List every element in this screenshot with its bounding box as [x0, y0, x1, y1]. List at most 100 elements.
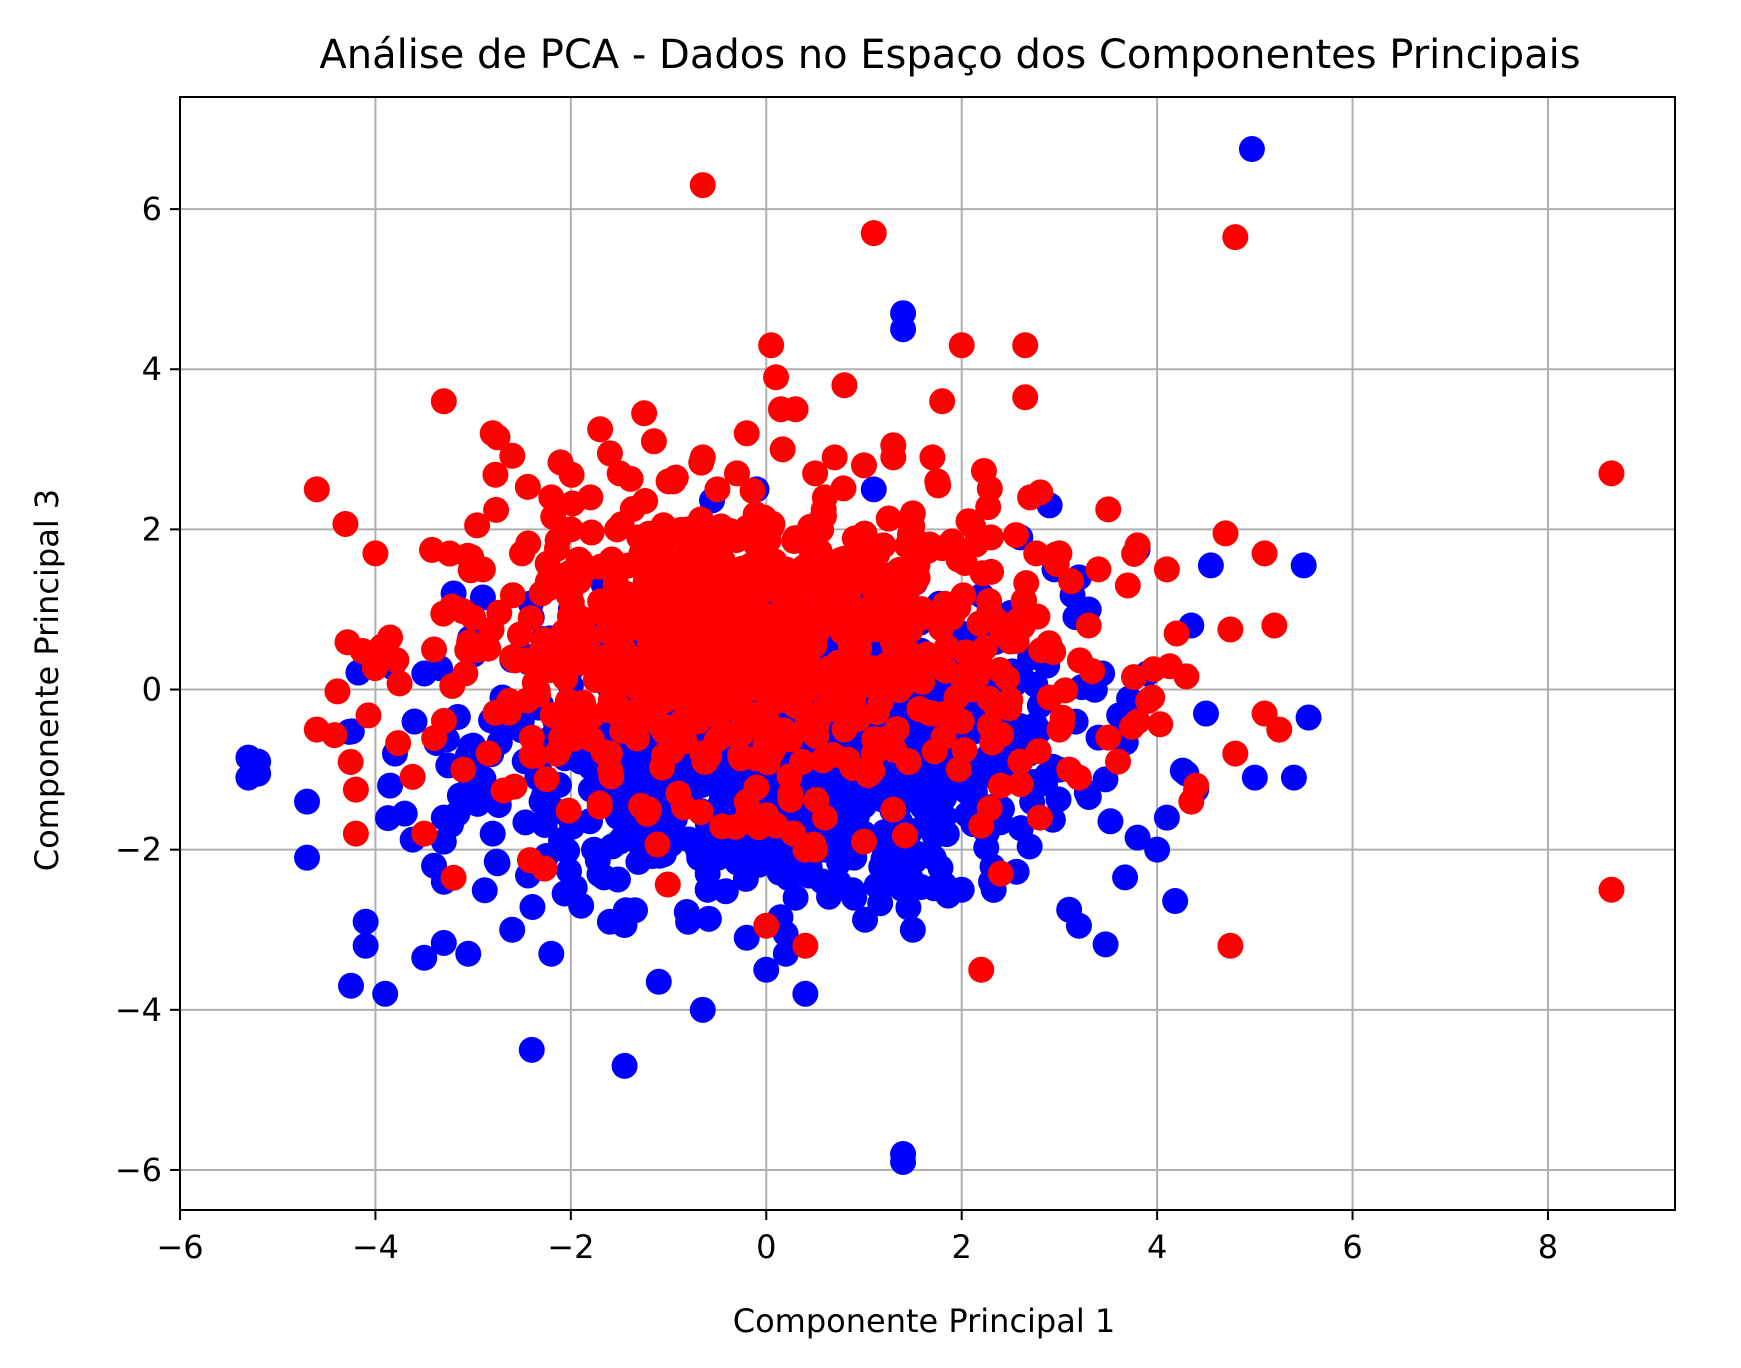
scatter-point [528, 580, 555, 607]
scatter-point [802, 460, 829, 487]
scatter-point [386, 670, 413, 697]
scatter-point [875, 505, 902, 532]
scatter-point [837, 630, 864, 657]
scatter-point [656, 573, 683, 600]
plot-frame [179, 96, 1676, 1211]
scatter-point [596, 440, 623, 467]
x-tick-label: −2 [547, 1228, 594, 1266]
scatter-point [772, 556, 799, 583]
scatter-point [932, 657, 959, 684]
scatter-point [464, 512, 491, 539]
scatter-point [352, 908, 379, 935]
scatter-point [689, 552, 716, 579]
y-axis-label: Componente Principal 3 [28, 489, 66, 872]
scatter-point [465, 780, 492, 807]
scatter-point [792, 932, 819, 959]
scatter-point [987, 772, 1014, 799]
scatter-point [421, 636, 448, 663]
scatter-point [661, 549, 688, 576]
scatter-point [577, 484, 604, 511]
scatter-point [1085, 556, 1112, 583]
chart-title: Análise de PCA - Dados no Espaço dos Com… [319, 32, 1580, 78]
scatter-point [650, 512, 677, 539]
scatter-point [739, 477, 766, 504]
scatter-point [970, 457, 997, 484]
scatter-point [584, 847, 611, 874]
y-tick-label: 6 [142, 190, 162, 228]
scatter-point [1217, 932, 1244, 959]
scatter-point [1046, 716, 1073, 743]
scatter-point [806, 704, 833, 731]
scatter-point [1124, 824, 1151, 851]
scatter-point [622, 673, 649, 700]
scatter-point [1112, 864, 1139, 891]
scatter-point [867, 689, 894, 716]
scatter-point [342, 776, 369, 803]
scatter-point [684, 708, 711, 735]
scatter-point [1075, 783, 1102, 810]
scatter-point [752, 730, 779, 757]
scatter-point [727, 587, 754, 614]
scatter-point [976, 588, 1003, 615]
scatter-point [890, 1148, 917, 1175]
x-axis-ticks: −6 −4 −2 0 2 4 6 8 [156, 1210, 1558, 1266]
scatter-point [930, 724, 957, 751]
scatter-point [419, 536, 446, 563]
scatter-point [377, 624, 404, 651]
x-tick-label: −4 [352, 1228, 399, 1266]
scatter-point [440, 864, 467, 891]
scatter-point [596, 908, 623, 935]
scatter-point [450, 756, 477, 783]
scatter-point [1007, 748, 1034, 775]
scatter-point [372, 980, 399, 1007]
scatter-point [834, 746, 861, 773]
scatter-point [669, 598, 696, 625]
scatter-point [533, 766, 560, 793]
scatter-point [692, 748, 719, 775]
scatter-point [1162, 888, 1189, 915]
scatter-point [595, 618, 622, 645]
scatter-point [482, 461, 509, 488]
scatter-point [508, 540, 535, 567]
scatter-point [975, 494, 1002, 521]
scatter-point [938, 528, 965, 555]
scatter-point [1222, 740, 1249, 767]
scatter-point [709, 548, 736, 575]
scatter-point [782, 692, 809, 719]
scatter-point [1139, 684, 1166, 711]
scatter-point [1241, 764, 1268, 791]
scatter-point [1092, 931, 1119, 958]
scatter-point [841, 525, 868, 552]
scatter-point [968, 812, 995, 839]
scatter-point [909, 604, 936, 631]
scatter-point [684, 836, 711, 863]
scatter-point [528, 788, 555, 815]
scatter-point [606, 828, 633, 855]
scatter-point [475, 740, 502, 767]
scatter-point [399, 763, 426, 790]
scatter-point [1046, 540, 1073, 567]
scatter-point [675, 516, 702, 543]
scatter-point [557, 516, 584, 543]
scatter-point [430, 929, 457, 956]
x-tick-label: −6 [156, 1228, 203, 1266]
scatter-point [809, 747, 836, 774]
scatter-point [337, 972, 364, 999]
scatter-point [640, 599, 667, 626]
scatter-point [1058, 568, 1085, 595]
scatter-point [1036, 684, 1063, 711]
scatter-point [495, 699, 522, 726]
scatter-point [519, 894, 546, 921]
scatter-point [860, 220, 887, 247]
scatter-point [841, 548, 868, 575]
scatter-point [821, 444, 848, 471]
scatter-point [784, 604, 811, 631]
scatter-point [763, 852, 790, 879]
scatter-point [933, 634, 960, 661]
scatter-point [1124, 708, 1151, 735]
scatter-point [723, 691, 750, 718]
scatter-point [978, 524, 1005, 551]
scatter-point [1012, 332, 1039, 359]
scatter-point [334, 629, 361, 656]
